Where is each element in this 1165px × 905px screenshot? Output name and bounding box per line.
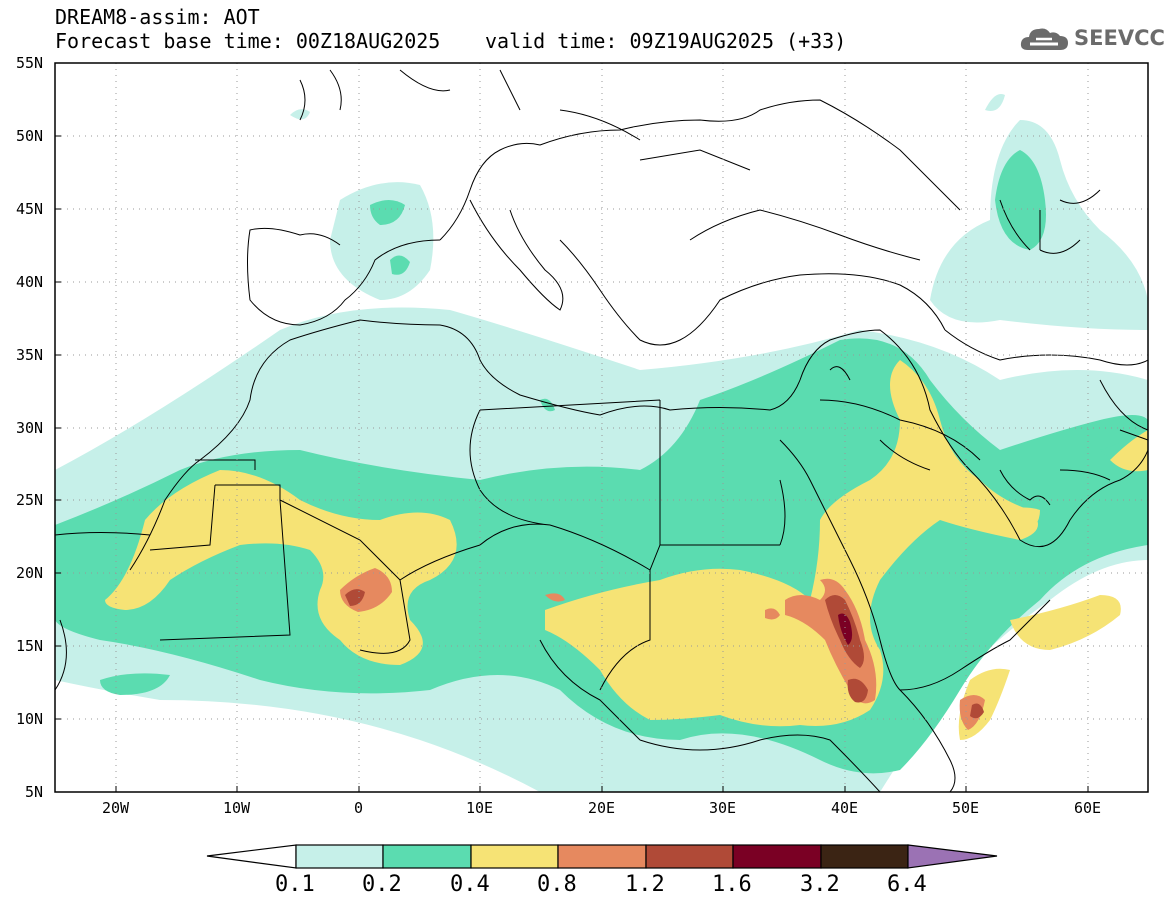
colorbar-label: 0.4 xyxy=(450,872,490,897)
country-borders xyxy=(55,69,1148,792)
lon-label: 50E xyxy=(952,799,980,817)
colorbar-segment-2 xyxy=(382,844,472,869)
lon-label: 10E xyxy=(466,799,494,817)
colorbar-label: 0.8 xyxy=(537,872,577,897)
colorbar-high-arrow xyxy=(907,844,998,869)
lat-label: 10N xyxy=(16,710,44,728)
colorbar xyxy=(206,844,998,869)
lon-label: 20E xyxy=(588,799,616,817)
colorbar-segment-4 xyxy=(557,844,647,869)
colorbar-segment-1 xyxy=(295,844,384,869)
lon-label: 20W xyxy=(102,799,130,817)
lat-label: 45N xyxy=(16,200,44,218)
forecast-base-time: Forecast base time: 00Z18AUG2025 xyxy=(55,29,441,53)
lon-label: 10W xyxy=(223,799,251,817)
map-title: DREAM8-assim: AOT xyxy=(55,5,260,29)
colorbar-segment-3 xyxy=(470,844,559,869)
lat-label: 20N xyxy=(16,564,44,582)
lat-label: 15N xyxy=(16,637,44,655)
colorbar-label: 0.1 xyxy=(275,872,315,897)
lon-label: 30E xyxy=(709,799,737,817)
lat-label: 35N xyxy=(16,346,44,364)
colorbar-segment-5 xyxy=(645,844,734,869)
colorbar-label: 1.6 xyxy=(712,872,752,897)
colorbar-label: 0.2 xyxy=(362,872,402,897)
colorbar-segment-7 xyxy=(820,844,909,869)
colorbar-label: 6.4 xyxy=(887,872,927,897)
colorbar-label: 1.2 xyxy=(625,872,665,897)
lat-label: 5N xyxy=(25,783,44,801)
valid-time: valid time: 09Z19AUG2025 (+33) xyxy=(485,29,847,53)
lat-label: 25N xyxy=(16,491,44,509)
lat-label: 30N xyxy=(16,419,44,437)
lat-label: 50N xyxy=(16,127,44,145)
colorbar-low-arrow xyxy=(206,844,297,869)
axis-ticks xyxy=(55,62,1089,792)
lon-label: 0 xyxy=(354,799,364,817)
seevccc-logo: SEEVCCC xyxy=(1018,22,1165,56)
lat-label: 55N xyxy=(16,54,44,72)
colorbar-segment-6 xyxy=(732,844,822,869)
lon-label: 60E xyxy=(1074,799,1102,817)
logo-text: SEEVCCC xyxy=(1074,26,1165,50)
lat-label: 40N xyxy=(16,273,44,291)
gridlines xyxy=(55,63,1148,792)
aot-level-1.6 xyxy=(838,613,853,645)
cloud-icon xyxy=(1020,28,1068,50)
lon-label: 40E xyxy=(831,799,859,817)
colorbar-label: 3.2 xyxy=(800,872,840,897)
